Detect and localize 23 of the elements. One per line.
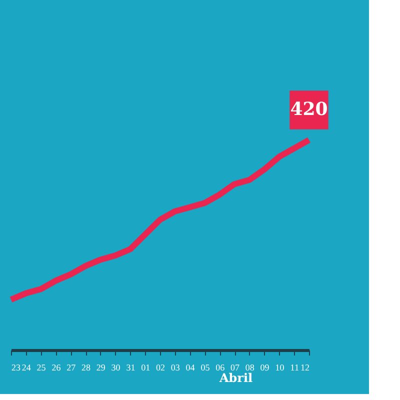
x-tick-label: 26 <box>52 362 62 372</box>
x-tick-label: 24 <box>22 362 32 372</box>
x-tick-label: 23 <box>12 362 21 372</box>
x-tick-label: 12 <box>300 362 310 372</box>
x-tick-label: 07 <box>230 362 240 372</box>
x-tick-label: 06 <box>216 362 226 372</box>
x-tick-label: 09 <box>260 362 270 372</box>
x-tick-label: 29 <box>96 362 106 372</box>
x-tick-label: 27 <box>66 362 76 372</box>
x-tick-label: 05 <box>200 362 210 372</box>
x-tick-label: 11 <box>290 362 299 372</box>
text: 420 <box>290 99 328 120</box>
x-tick-label: 25 <box>36 362 46 372</box>
text: Abril <box>218 371 254 385</box>
x-tick-label: 04 <box>186 362 196 372</box>
x-tick-label: 08 <box>245 362 255 372</box>
x-tick-label: 30 <box>111 362 121 372</box>
x-tick-label: 28 <box>82 362 91 372</box>
x-tick-label: 02 <box>156 362 165 372</box>
x-tick-label: 03 <box>170 362 180 372</box>
x-tick-label: 31 <box>126 362 136 372</box>
x-tick-label: 01 <box>141 362 150 372</box>
x-tick-label: 10 <box>275 362 285 372</box>
